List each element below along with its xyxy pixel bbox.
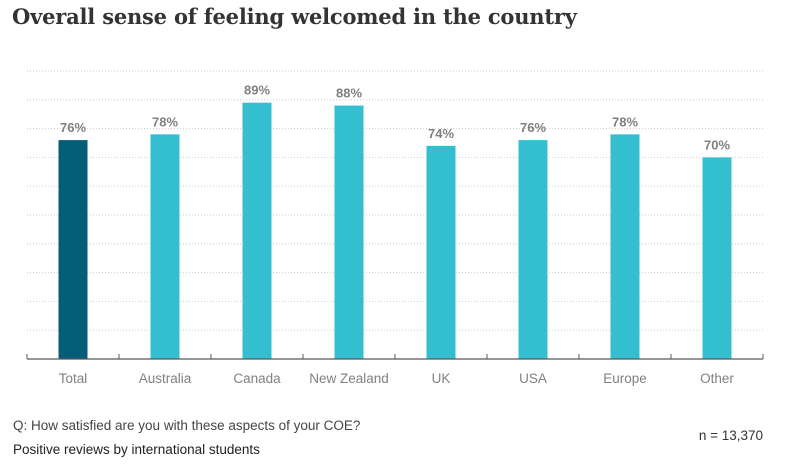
sample-size: n = 13,370 [698,428,763,443]
x-tick-label: New Zealand [309,371,389,386]
data-label: 78% [152,114,178,129]
data-label: 74% [428,126,454,141]
data-label: 76% [520,120,546,135]
chart-title: Overall sense of feeling welcomed in the… [12,4,577,29]
question-text: Q: How satisfied are you with these aspe… [13,418,361,433]
bar-australia [150,134,180,359]
x-tick-label: Total [59,371,88,386]
data-label: 70% [704,137,730,152]
bar-other [702,157,732,359]
bar-total [58,140,88,359]
x-tick-label: USA [519,371,547,386]
bar-canada [242,102,272,360]
x-tick-label: Canada [233,371,281,386]
bar-new-zealand [334,105,364,359]
bar-uk [426,145,456,359]
bar-usa [518,140,548,359]
x-tick-label: UK [432,371,451,386]
bar-europe [610,134,640,359]
data-label: 89% [244,83,270,98]
x-tick-label: Other [700,371,734,386]
data-label: 78% [612,114,638,129]
chart-subtitle: Positive reviews by international studen… [13,442,260,457]
data-label: 88% [336,86,362,101]
data-label: 76% [60,120,86,135]
x-tick-label: Europe [603,371,647,386]
x-tick-label: Australia [139,371,192,386]
